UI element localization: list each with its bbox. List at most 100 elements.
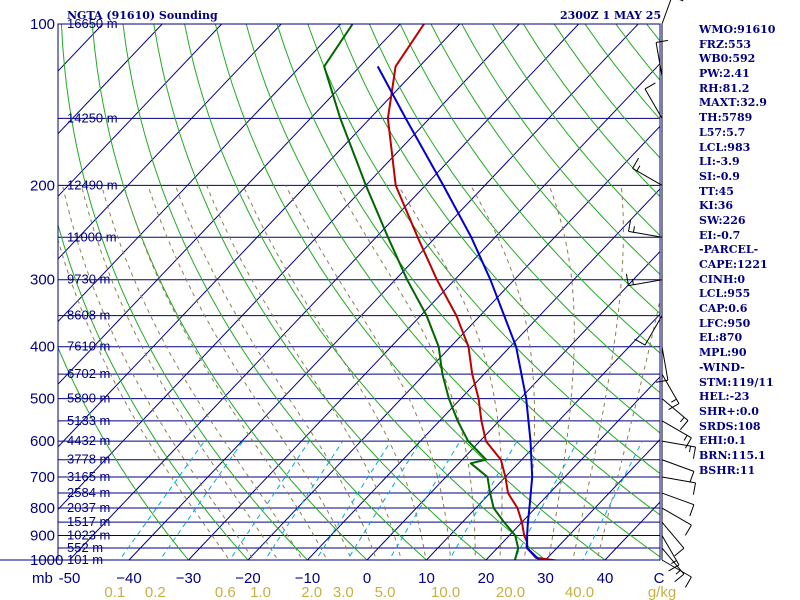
mixing-ratio-line xyxy=(264,440,344,560)
wind-barb-flag xyxy=(684,437,692,449)
moist-adiabat xyxy=(62,185,255,560)
stat-line: BRN:115.1 xyxy=(699,448,766,462)
mixing-ratio-line xyxy=(346,440,422,560)
pressure-tick-label: 100 xyxy=(30,16,55,33)
stat-line: -WIND- xyxy=(699,360,745,374)
wind-barb-flag xyxy=(689,471,695,483)
dry-adiabat xyxy=(399,24,660,354)
wind-barb-shaft xyxy=(661,507,692,526)
wind-barb-flag xyxy=(674,547,685,557)
wind-barb-shaft xyxy=(655,42,663,77)
moist-adiabat xyxy=(147,185,353,560)
temperature-profile xyxy=(386,24,561,560)
wind-barb xyxy=(661,535,680,572)
isotherm-line xyxy=(307,188,660,560)
wind-barb xyxy=(661,459,695,483)
plot-frame xyxy=(57,23,661,561)
wind-barb-flag xyxy=(689,504,695,517)
wind-barb-flag xyxy=(634,338,646,346)
mixing-ratio-tick-label: 5.0 xyxy=(375,584,396,600)
wind-barb-column xyxy=(625,0,696,588)
mixing-ratio-line xyxy=(229,440,310,560)
height-label: 7610 m xyxy=(67,339,110,354)
stat-line: MAXT:32.9 xyxy=(699,96,767,110)
stat-line: L57:5.7 xyxy=(699,125,746,139)
wind-barb-flag xyxy=(628,219,632,232)
mixing-ratio-tick-label: 0.2 xyxy=(145,584,166,600)
stat-line: LCL:983 xyxy=(699,140,751,154)
mixing-ratio-tick-label: 1.0 xyxy=(250,584,271,600)
wind-barb xyxy=(661,547,685,583)
pressure-tick-label: 500 xyxy=(30,391,55,408)
pressure-tick-label: 600 xyxy=(30,433,55,450)
wind-barb xyxy=(661,492,695,517)
isotherm-line xyxy=(58,24,282,260)
temperature-tick-label: −40 xyxy=(116,570,141,587)
stat-line: TH:5789 xyxy=(699,111,753,125)
wind-barb xyxy=(655,39,668,77)
background-grid xyxy=(58,24,660,560)
stat-line: LFC:950 xyxy=(699,316,751,330)
wind-barb-half-flag xyxy=(680,416,685,423)
stat-line: LCL:955 xyxy=(699,287,751,301)
mixing-ratio-line xyxy=(388,440,461,560)
wind-barb-shaft xyxy=(661,373,680,404)
wind-barb xyxy=(661,398,689,431)
pressure-unit-label: mb xyxy=(32,570,53,587)
moist-adiabat xyxy=(58,238,231,560)
isotherm-line xyxy=(426,313,660,560)
dry-adiabat xyxy=(338,24,660,434)
mixing-ratio-line xyxy=(448,440,518,560)
isotherm-line xyxy=(58,24,520,511)
height-label: 3778 m xyxy=(67,452,110,467)
wind-barb-half-flag xyxy=(671,560,677,565)
isotherm-line xyxy=(247,125,660,560)
dry-adiabat xyxy=(430,24,660,315)
wind-barb-shaft xyxy=(661,0,672,25)
stat-line: BSHR:11 xyxy=(699,463,756,477)
mixing-ratio-tick-label: 20.0 xyxy=(496,584,525,600)
dry-adiabat xyxy=(153,24,487,560)
stat-line: EHI:0.1 xyxy=(699,434,747,448)
height-label: 12490 m xyxy=(67,177,118,192)
mixing-ratio-line xyxy=(118,440,205,560)
moist-adiabat xyxy=(336,185,476,560)
wind-barb-flag xyxy=(668,564,680,572)
isotherm-line xyxy=(58,24,223,198)
temperature-tick-label: 20 xyxy=(478,570,495,587)
mixing-ratio-tick-label: 0.1 xyxy=(104,584,125,600)
stat-line: RH:81.2 xyxy=(699,81,750,95)
wind-barb-shaft xyxy=(661,521,685,549)
moist-adiabat xyxy=(285,185,452,560)
height-label: 14250 m xyxy=(67,110,118,125)
height-label: 3165 m xyxy=(67,469,110,484)
dry-adiabat xyxy=(461,24,660,275)
station-title: NGTA (91610) Sounding xyxy=(67,9,218,22)
height-label: 5133 m xyxy=(67,413,110,428)
height-label: 9730 m xyxy=(67,272,110,287)
stat-line: HEL:-23 xyxy=(699,390,750,404)
stat-line: FRZ:553 xyxy=(699,37,752,51)
wind-barb-shaft xyxy=(661,459,695,472)
isotherm-line xyxy=(58,24,461,448)
height-label: 552 m xyxy=(67,540,103,555)
pressure-tick-label: 200 xyxy=(30,177,55,194)
wind-barb-half-flag xyxy=(636,165,641,172)
pressure-tick-label: 800 xyxy=(30,500,55,517)
stat-line: CAP:0.6 xyxy=(699,302,748,316)
wind-barb-flag xyxy=(679,420,689,431)
sounding-profiles xyxy=(323,24,561,560)
valid-time: 2300Z 1 MAY 25 xyxy=(560,9,662,22)
stat-line: SRDS:108 xyxy=(699,419,761,433)
stability-index-panel: WMO:91610 FRZ:553 WB0:592 PW:2.41 RH:81.2 MAX… xyxy=(699,23,799,478)
height-label: 2584 m xyxy=(67,485,110,500)
parcel-profile xyxy=(376,65,541,560)
wind-barb-shaft xyxy=(661,492,695,506)
wind-barb-shaft xyxy=(661,346,669,381)
temperature-tick-label: −20 xyxy=(235,570,260,587)
stat-line: SW:226 xyxy=(699,213,746,227)
height-label: 5890 m xyxy=(67,391,110,406)
moist-adiabat xyxy=(174,185,377,560)
